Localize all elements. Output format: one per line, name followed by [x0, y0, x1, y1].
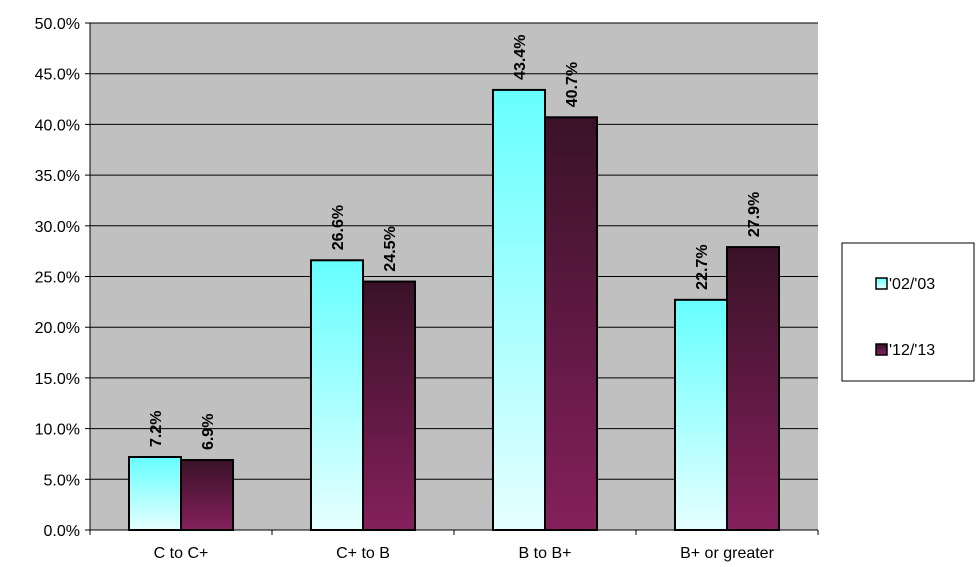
data-label: 24.5% [382, 226, 399, 271]
bars [128, 88, 780, 532]
data-label: 40.7% [564, 62, 581, 107]
data-label: 27.9% [746, 192, 763, 237]
bar [310, 259, 364, 531]
bar [726, 246, 780, 531]
bar [180, 459, 234, 531]
y-tick-label: 30.0% [35, 219, 80, 236]
x-tick-label: B+ or greater [680, 545, 775, 562]
y-tick-label: 50.0% [35, 16, 80, 33]
gridlines [90, 22, 818, 480]
bar [492, 88, 546, 531]
legend-box [841, 242, 975, 382]
legend: '02/'03 '12/'13 [841, 242, 975, 382]
y-tick-label: 25.0% [35, 270, 80, 287]
bar [674, 298, 728, 531]
y-tick-label: 20.0% [35, 320, 80, 337]
y-tick-label: 15.0% [35, 371, 80, 388]
y-tick-label: 5.0% [44, 472, 80, 489]
bar [544, 116, 598, 531]
data-label: 26.6% [330, 205, 347, 250]
x-tick-label: B to B+ [519, 545, 572, 562]
data-label: 43.4% [512, 35, 529, 80]
y-tick-label: 40.0% [35, 117, 80, 134]
y-axis-ticks: 0.0% 5.0% 10.0% 15.0% 20.0% 25.0% 30.0% 35.0% 40… [35, 16, 90, 540]
data-label: 6.9% [200, 414, 217, 450]
data-label: 7.2% [148, 411, 165, 447]
bar [128, 455, 182, 532]
y-tick-label: 10.0% [35, 422, 80, 439]
y-tick-label: 35.0% [35, 168, 80, 185]
legend-label: '02/'03 [889, 276, 935, 293]
legend-swatch [875, 343, 888, 356]
legend-label: '12/'13 [889, 342, 935, 359]
x-tick-label: C to C+ [154, 545, 209, 562]
y-tick-label: 0.0% [44, 523, 80, 540]
legend-swatch [875, 277, 888, 290]
x-axis-ticks: C to C+ C+ to B B to B+ B+ or greater [89, 530, 819, 562]
bar [362, 280, 416, 531]
x-tick-label: C+ to B [336, 545, 390, 562]
data-labels: 7.2% 26.6% 43.4% 22.7% 6.9% 24.5% 40.7% 27.9% [148, 35, 763, 450]
data-label: 22.7% [694, 244, 711, 289]
y-tick-label: 45.0% [35, 67, 80, 84]
